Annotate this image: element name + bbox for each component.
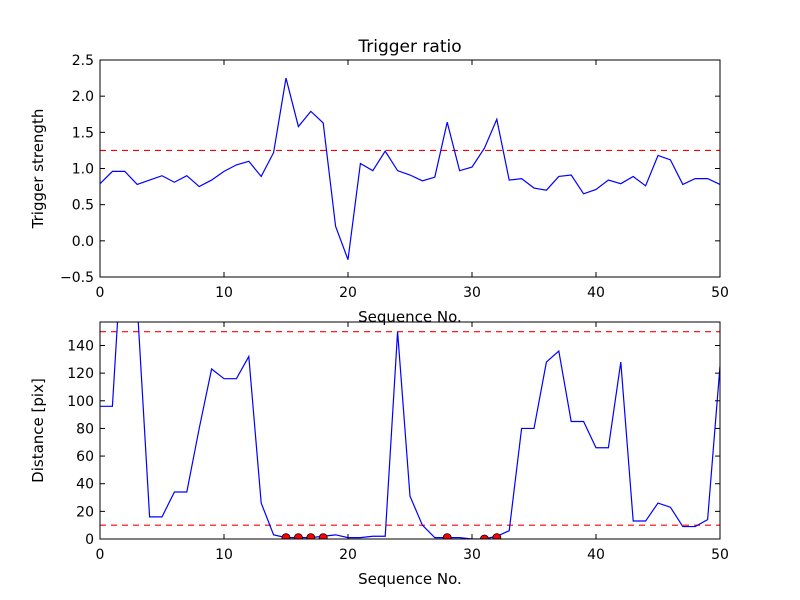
chart-1-y-tick-label: −0.5 bbox=[60, 270, 94, 286]
chart-2-x-tick-label: 10 bbox=[215, 547, 233, 563]
chart-1-x-tick-label: 0 bbox=[96, 285, 105, 301]
chart-1-y-tick-label: 1.0 bbox=[72, 162, 94, 178]
chart-2-marker-point bbox=[318, 533, 328, 539]
chart-2-x-tick-label: 0 bbox=[96, 547, 105, 563]
chart-2-y-tick-label: 80 bbox=[76, 421, 94, 437]
chart-2-y-tick-label: 60 bbox=[76, 449, 94, 465]
chart-1-y-tick-label: 0.5 bbox=[72, 198, 94, 214]
chart-1-y-tick-label: 0.0 bbox=[72, 234, 94, 250]
chart-1-y-tick-label: 2.0 bbox=[72, 89, 94, 105]
chart-2-axes-frame bbox=[99, 321, 721, 540]
chart-2-marker-point bbox=[306, 533, 316, 539]
chart-2-marker-point bbox=[281, 533, 291, 539]
chart-2-y-tick-label: 0 bbox=[85, 532, 94, 548]
chart-1-x-axis-label: Sequence No. bbox=[358, 308, 462, 326]
chart-2-marker-point bbox=[294, 533, 303, 539]
chart-2-y-tick-label: 120 bbox=[67, 366, 94, 382]
chart-1-x-tick-label: 30 bbox=[463, 285, 481, 301]
chart-1-plot-area bbox=[100, 77, 720, 260]
chart-2-x-axis-label: Sequence No. bbox=[358, 570, 462, 588]
chart-2-x-tick-label: 30 bbox=[463, 547, 481, 563]
chart-1-y-axis-label: Trigger strength bbox=[29, 109, 47, 230]
chart-2-marker-point bbox=[480, 534, 489, 539]
chart-1-title: Trigger ratio bbox=[357, 37, 461, 57]
chart-2-series-line bbox=[100, 322, 720, 539]
chart-2-x-tick-label: 40 bbox=[587, 547, 605, 563]
chart-2-y-tick-label: 100 bbox=[67, 394, 94, 410]
chart-2-y-tick-label: 20 bbox=[76, 504, 94, 520]
chart-2-marker-point bbox=[492, 533, 502, 539]
chart-2-marker-point bbox=[442, 533, 452, 539]
chart-1-x-tick-label: 10 bbox=[215, 285, 233, 301]
chart-2-x-tick-label: 20 bbox=[339, 547, 357, 563]
chart-2-y-axis-label: Distance [pix] bbox=[29, 378, 47, 483]
chart-1-axes-frame bbox=[99, 59, 721, 278]
chart-2-x-tick-label: 50 bbox=[711, 547, 729, 563]
chart-2-plot-area bbox=[100, 322, 720, 539]
chart-1-y-tick-label: 2.5 bbox=[72, 53, 94, 69]
chart-1-y-tick-label: 1.5 bbox=[72, 125, 94, 141]
chart-1-series-line bbox=[100, 77, 720, 260]
chart-2-y-tick-label: 40 bbox=[76, 477, 94, 493]
chart-1-x-tick-label: 50 bbox=[711, 285, 729, 301]
chart-1-x-tick-label: 40 bbox=[587, 285, 605, 301]
chart-2-y-tick-label: 140 bbox=[67, 338, 94, 354]
chart-1-x-tick-label: 20 bbox=[339, 285, 357, 301]
